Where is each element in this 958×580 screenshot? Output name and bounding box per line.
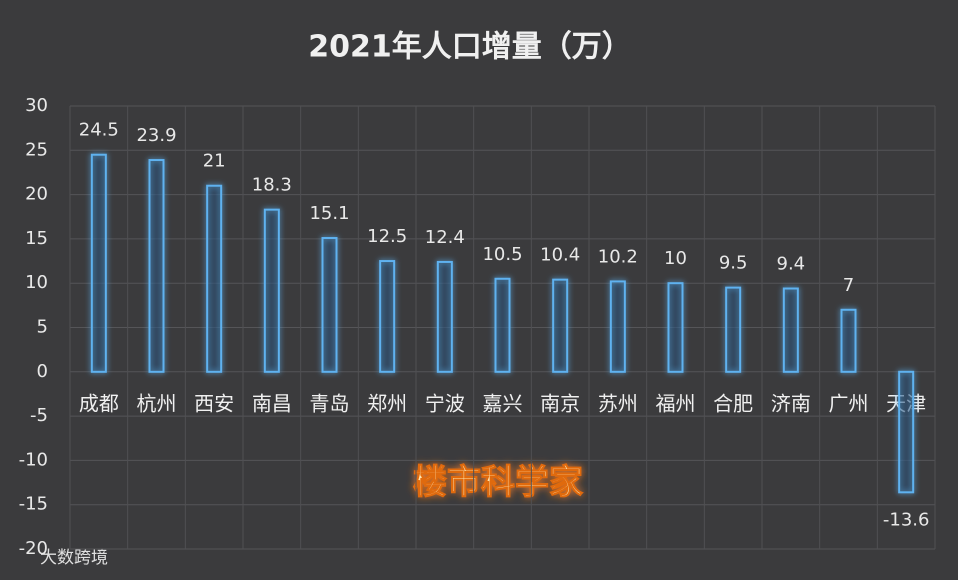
- y-tick-label: 20: [25, 184, 48, 205]
- value-label: 7: [843, 275, 854, 296]
- y-tick-label: 25: [25, 139, 48, 160]
- bar: [436, 260, 453, 373]
- bar: [494, 277, 511, 373]
- x-tick-label: 郑州: [367, 391, 407, 415]
- x-tick-label: 苏州: [598, 391, 638, 415]
- y-tick-label: 0: [37, 361, 48, 382]
- value-label: 10: [664, 248, 687, 269]
- value-label: 9.5: [719, 253, 748, 274]
- value-label: 18.3: [252, 175, 292, 196]
- y-tick-label: 10: [25, 272, 48, 293]
- value-label: 21: [203, 151, 226, 172]
- bar: [263, 208, 280, 373]
- y-tick-label: -20: [19, 538, 48, 559]
- watermark: 楼市科学家: [413, 463, 583, 503]
- bar: [782, 287, 799, 373]
- bar: [552, 278, 569, 373]
- bar: [321, 237, 338, 373]
- bar: [206, 184, 223, 373]
- bar: [609, 280, 626, 373]
- bar: [840, 308, 857, 373]
- x-tick-label: 成都: [79, 391, 119, 415]
- x-tick-label: 济南: [771, 391, 811, 415]
- value-label: 12.5: [367, 226, 407, 247]
- x-tick-label: 福州: [656, 391, 696, 415]
- value-label: 10.5: [482, 244, 522, 265]
- x-tick-label: 青岛: [310, 391, 350, 415]
- bar: [725, 286, 742, 373]
- x-tick-label: 广州: [829, 391, 869, 415]
- x-tick-label: 南京: [540, 391, 580, 415]
- chart-title: 2021年人口增量（万）: [308, 30, 632, 65]
- x-tick-label: 南昌: [252, 391, 292, 415]
- x-tick-label: 合肥: [713, 391, 753, 415]
- value-label: 15.1: [309, 203, 349, 224]
- y-tick-label: 5: [37, 317, 48, 338]
- value-label: 24.5: [79, 120, 119, 141]
- y-tick-label: 30: [25, 95, 48, 116]
- bar: [90, 153, 107, 373]
- value-label: -13.6: [883, 509, 930, 530]
- bar: [148, 159, 165, 373]
- y-tick-label: 15: [25, 228, 48, 249]
- bar: [667, 282, 684, 373]
- y-tick-label: -5: [30, 405, 48, 426]
- value-label: 10.4: [540, 245, 580, 266]
- bar: [898, 370, 915, 494]
- x-tick-label: 宁波: [425, 391, 465, 415]
- x-tick-label: 杭州: [137, 391, 177, 415]
- value-label: 9.4: [777, 254, 806, 275]
- source: 大数跨境: [40, 548, 108, 568]
- y-tick-label: -15: [19, 494, 48, 515]
- y-tick-label: -10: [19, 449, 48, 470]
- value-label: 12.4: [425, 227, 465, 248]
- value-label: 23.9: [136, 125, 176, 146]
- x-tick-label: 西安: [194, 391, 234, 415]
- x-tick-label: 嘉兴: [483, 391, 523, 415]
- bar: [379, 260, 396, 373]
- value-label: 10.2: [598, 246, 638, 267]
